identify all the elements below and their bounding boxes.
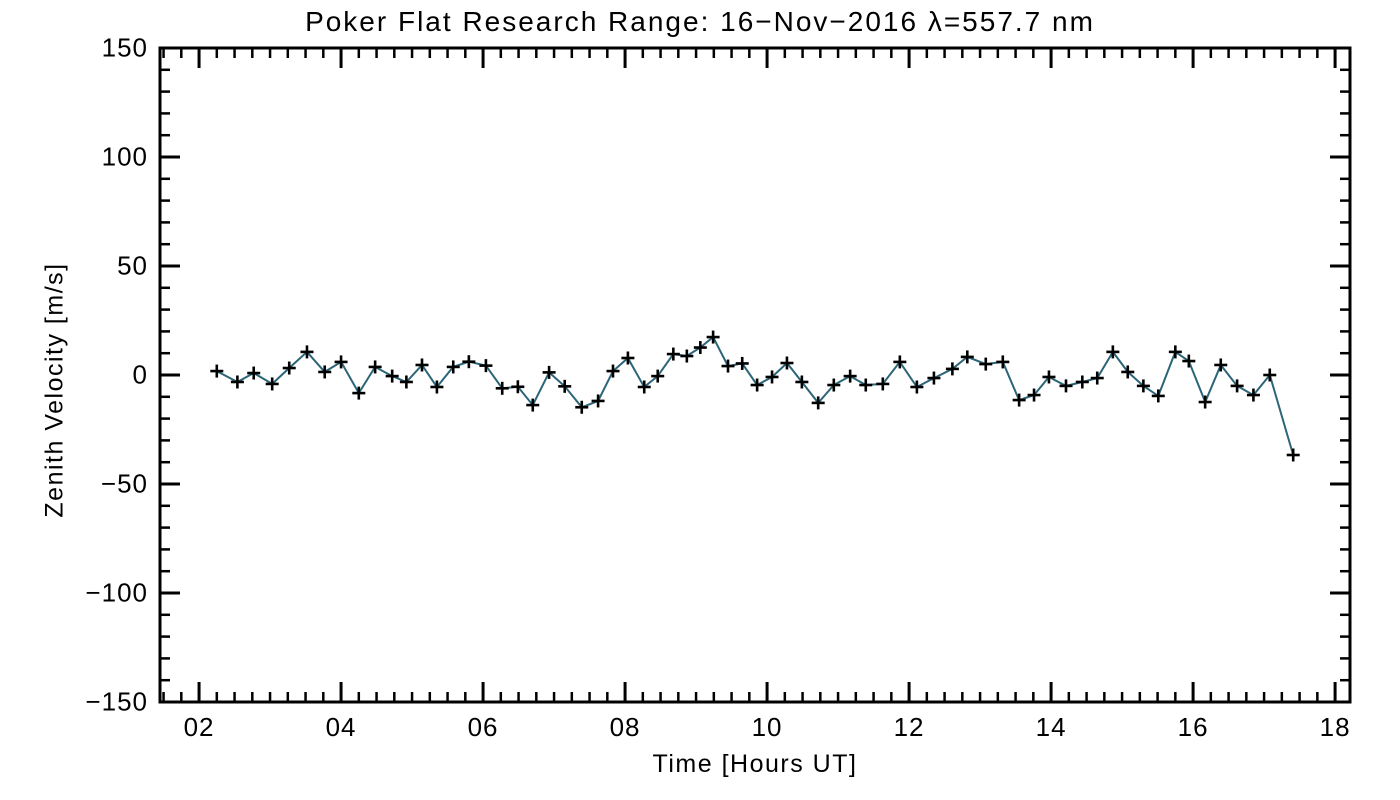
x-tick-label: 02 xyxy=(183,712,215,742)
x-tick-label: 14 xyxy=(1035,712,1067,742)
y-tick-label: −150 xyxy=(85,686,148,717)
y-tick-label: −50 xyxy=(100,468,148,499)
x-tick-label: 10 xyxy=(751,712,783,742)
y-tick-label: 150 xyxy=(101,32,148,63)
x-tick-label: 16 xyxy=(1177,712,1209,742)
x-axis-label: Time [Hours UT] xyxy=(652,750,858,778)
y-tick-label: −100 xyxy=(85,577,148,608)
data-line xyxy=(216,335,1295,456)
x-tick-label: 04 xyxy=(325,712,357,742)
chart-title: Poker Flat Research Range: 16−Nov−2016 λ… xyxy=(305,6,1095,37)
y-tick-label: 50 xyxy=(117,250,148,281)
x-tick-label: 18 xyxy=(1319,712,1351,742)
y-tick-label: 0 xyxy=(132,359,148,390)
x-tick-label: 08 xyxy=(609,712,641,742)
x-tick-label: 06 xyxy=(467,712,499,742)
y-tick-label: 100 xyxy=(101,141,148,172)
axis-box xyxy=(158,46,1352,704)
x-tick-label: 12 xyxy=(893,712,925,742)
